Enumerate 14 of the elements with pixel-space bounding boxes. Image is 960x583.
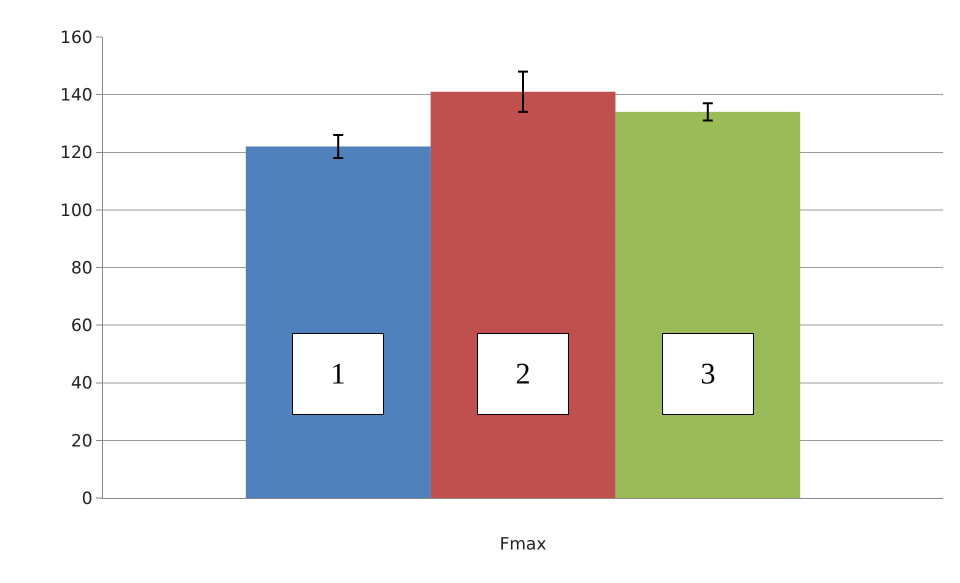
y-tick-label: 20 [70,431,93,452]
y-tick-label: 120 [60,143,93,164]
series-label: 1 [330,358,346,390]
y-tick-label: 100 [60,200,93,221]
y-tick-label: 160 [60,28,93,48]
y-tick-label: 60 [70,316,93,336]
y-tick-label: 0 [82,488,93,509]
bar [430,92,616,498]
series-label: 3 [700,358,716,390]
x-tick-label: Fmax [500,534,546,554]
y-tick-label: 40 [70,374,93,394]
series-label: 2 [516,358,530,390]
y-tick-label: 80 [70,258,93,278]
y-tick-label: 140 [60,86,93,106]
